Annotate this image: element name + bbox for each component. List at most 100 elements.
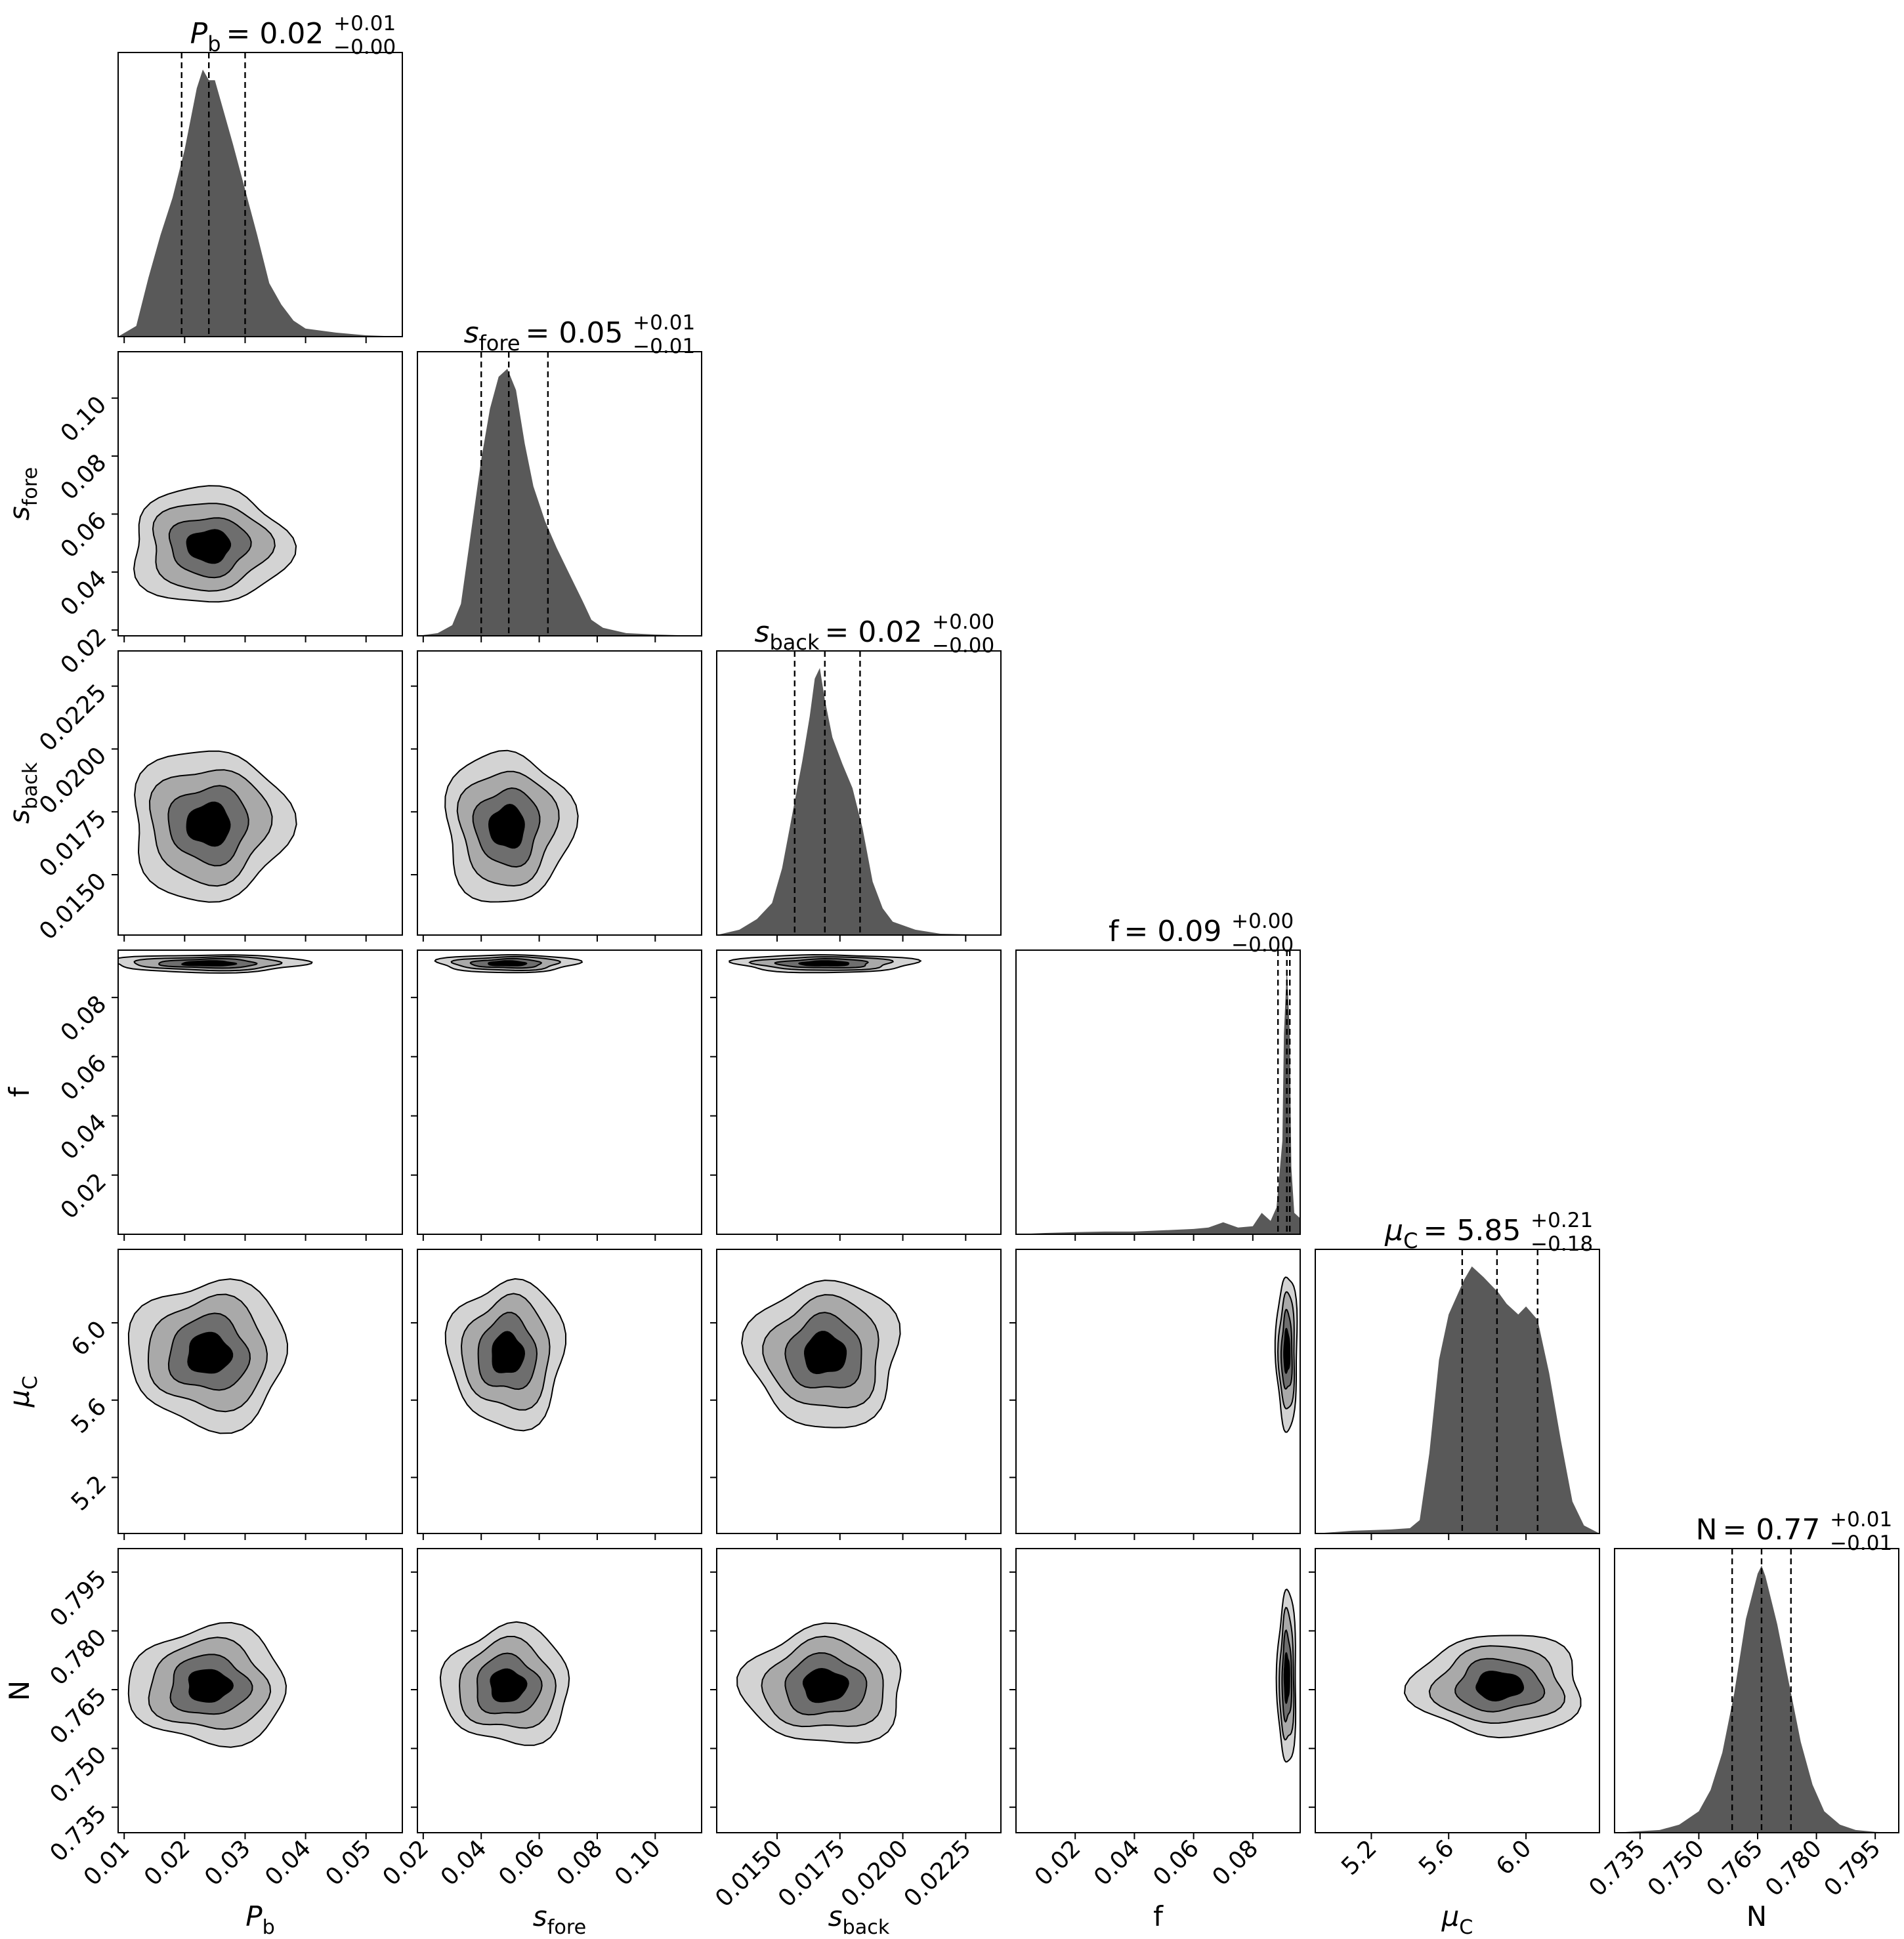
y-tick-label: 0.765 [45,1682,112,1749]
y-tick-label: 0.04 [56,565,112,621]
contour-level-4 [488,803,525,849]
x-tick-label: 0.04 [1089,1835,1145,1891]
x-tick-label: 0.765 [1701,1835,1768,1902]
panel-Pb-Pb: Pb = 0.02 +0.01−0.00 [117,12,403,343]
y-tick-label: 0.06 [56,507,112,564]
x-tick-label: 0.02 [139,1835,196,1891]
y-tick-label: 0.0175 [34,805,112,883]
panel-frame [417,1249,702,1534]
panel-frame [716,650,1002,936]
x-axis-label-N: N [1746,1900,1767,1932]
panel-Pb-N: 0.01 0.02 0.03 0.04 0.050.7350.7500.7650.780… [45,1548,403,1891]
title-minus-f: −0.00 [1231,933,1294,957]
x-axis-label-muC: μC [1441,1900,1473,1939]
x-tick-label: 0.0225 [899,1835,977,1912]
title-minus-N: −0.01 [1830,1532,1892,1555]
x-axis-label-f: f [1153,1900,1164,1932]
histogram-f [1016,967,1300,1234]
title-plus-sfore: +0.01 [633,311,695,335]
panel-frame [417,949,702,1235]
y-tick-label: 0.10 [56,391,112,448]
panel-frame [417,650,702,936]
histogram-muC [1315,1266,1599,1533]
histogram-N [1615,1566,1899,1833]
y-axis-label-sback: sback [3,762,42,824]
contour-level-4 [187,1331,234,1374]
x-axis-label-sback: sback [828,1900,890,1939]
x-tick-label: 0.06 [494,1835,550,1891]
contour-level-4 [188,1669,234,1703]
title-minus-muC: −0.18 [1531,1232,1593,1256]
x-tick-label: 0.02 [378,1835,434,1891]
title-value-sfore: = 0.05 [526,316,624,350]
title-minus-sfore: −0.01 [633,335,695,358]
panel-frame [1315,1548,1600,1833]
x-tick-label: 0.05 [320,1835,377,1891]
panel-frame [417,1548,702,1833]
y-tick-label: 0.08 [56,991,112,1047]
title-value-f: = 0.09 [1124,915,1222,948]
x-tick-label: 0.06 [1148,1835,1204,1891]
title-Pb: Pb [190,17,221,56]
contour-level-4 [488,960,528,967]
x-tick-label: 0.08 [552,1835,608,1891]
y-axis-label-muC: μC [3,1376,42,1408]
panel-frame [716,1548,1002,1833]
x-tick-label: 5.6 [1414,1835,1459,1880]
x-tick-label: 0.750 [1643,1835,1710,1902]
y-tick-label: 0.780 [45,1624,112,1691]
title-value-muC: = 5.85 [1424,1214,1521,1247]
histogram-sback [717,668,1001,935]
title-plus-muC: +0.21 [1531,1209,1593,1232]
y-axis-label-f: f [3,1087,35,1097]
panel-Pb-sfore: 0.020.040.060.080.10 [56,351,403,679]
title-sback: sback [755,615,820,655]
y-tick-label: 0.02 [56,1168,112,1224]
contour-level-4 [802,1667,849,1703]
x-tick-label: 5.2 [1336,1835,1382,1880]
x-tick-label: 6.0 [1491,1835,1536,1880]
panel-frame [716,1249,1002,1534]
y-tick-label: 0.0225 [34,679,112,757]
panel-frame [117,1249,403,1534]
title-plus-sback: +0.00 [932,610,994,634]
panel-sfore-muC [411,1249,702,1540]
title-value-N: = 0.77 [1723,1513,1821,1547]
histogram-sfore [417,369,702,636]
title-plus-N: +0.01 [1830,1508,1892,1532]
panel-frame [1614,1548,1899,1833]
panel-muC-muC: μC = 5.85 +0.21−0.18 [1315,1209,1600,1540]
y-axis-label-N: N [3,1680,35,1701]
panel-sback-f [710,949,1002,1241]
panel-frame [1015,1249,1301,1534]
x-tick-label: 0.02 [1030,1835,1086,1891]
title-N: N [1696,1513,1718,1547]
y-tick-label: 6.0 [66,1316,112,1361]
contour-level-4 [803,1331,847,1375]
title-muC: μC [1384,1214,1418,1253]
panel-frame [117,52,403,337]
title-plus-f: +0.00 [1231,909,1294,933]
y-tick-label: 0.0150 [34,867,112,945]
panel-sfore-sback [411,650,702,942]
x-axis-label-Pb: Pb [245,1900,275,1939]
contour-level-4 [186,801,231,847]
title-f: f [1109,915,1120,948]
x-tick-label: 0.04 [260,1835,316,1891]
panel-frame [1315,1249,1600,1534]
y-tick-label: 0.06 [56,1050,112,1106]
title-value-sback: = 0.02 [825,615,923,649]
contour-level-4 [798,960,850,967]
x-tick-label: 0.0200 [836,1835,914,1912]
x-tick-label: 0.780 [1760,1835,1827,1902]
panel-sfore-f [411,949,702,1241]
y-tick-label: 0.08 [56,449,112,505]
y-tick-label: 0.0200 [34,742,112,820]
panel-frame [716,949,1002,1235]
panel-N-N: N = 0.77 +0.01−0.01 0.7350.7500.7650.7800.7… [1584,1508,1899,1902]
contour-level-4 [186,529,232,564]
panel-frame [117,1548,403,1833]
panel-sfore-N: 0.02 0.04 0.06 0.08 0.10 [378,1548,702,1891]
